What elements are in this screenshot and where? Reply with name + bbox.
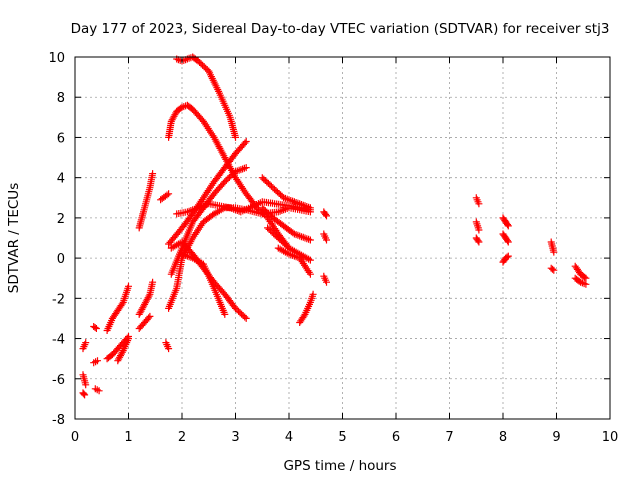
data-point (183, 252, 191, 260)
data-point (221, 310, 229, 318)
data-point (322, 211, 330, 218)
y-tick-label: -4 (52, 333, 65, 348)
data-point (242, 164, 250, 172)
data-point (504, 222, 512, 230)
data-point (323, 236, 330, 244)
data-point (306, 270, 314, 278)
data-point (183, 208, 191, 216)
data-point (146, 312, 154, 320)
data-point (125, 335, 132, 343)
x-tick-label: 2 (178, 430, 186, 445)
data-point (141, 300, 149, 308)
data-point (209, 132, 217, 140)
data-point (582, 274, 590, 282)
data-point (475, 200, 483, 208)
data-point (80, 390, 88, 398)
data-point (581, 273, 589, 281)
x-tick-label: 1 (124, 430, 132, 445)
data-point (118, 348, 126, 356)
x-tick-label: 7 (445, 430, 453, 445)
data-point (145, 292, 153, 300)
data-point (549, 265, 556, 273)
x-tick-label: 4 (285, 430, 293, 445)
data-point (177, 104, 185, 112)
data-point (306, 236, 314, 244)
chart-title: Day 177 of 2023, Sidereal Day-to-day VTE… (71, 21, 610, 37)
data-point (149, 170, 157, 178)
x-axis-label: GPS time / hours (283, 458, 396, 474)
y-tick-label: -2 (52, 292, 65, 307)
data-point (504, 252, 512, 260)
data-point (95, 387, 103, 395)
data-point (125, 282, 132, 290)
x-tick-label: 0 (71, 430, 79, 445)
y-tick-label: 6 (57, 131, 65, 146)
data-point (82, 339, 90, 347)
x-tick-label: 10 (602, 430, 619, 445)
data-point (575, 277, 583, 285)
data-point (323, 278, 330, 286)
data-point (118, 300, 126, 308)
y-tick-label: 8 (57, 91, 65, 106)
data-point (92, 325, 100, 332)
axis-ticks: 0 1 2 3 4 5 6 7 8 9 10 -8 -6 -4 -2 0 2 4 6 8 10 (48, 51, 618, 445)
y-tick-label: 0 (57, 252, 65, 267)
data-point (278, 207, 286, 214)
x-tick-label: 9 (552, 430, 560, 445)
data-point (232, 133, 239, 141)
data-point (149, 278, 157, 286)
data-point (163, 191, 171, 199)
data-point (145, 314, 153, 322)
grid-lines (75, 57, 610, 419)
data-point (242, 314, 250, 322)
data-point (81, 391, 89, 399)
data-points (79, 53, 590, 399)
y-tick-label: 4 (57, 172, 65, 187)
data-point (309, 290, 317, 298)
data-point (578, 279, 586, 287)
data-point (241, 313, 249, 321)
data-point (306, 256, 314, 264)
data-point (504, 237, 511, 245)
data-point (323, 212, 330, 220)
x-tick-label: 6 (392, 430, 400, 445)
data-point (299, 233, 307, 241)
y-tick-label: 10 (48, 51, 65, 66)
data-point (165, 190, 173, 198)
data-point (165, 345, 173, 353)
data-point (503, 253, 511, 261)
data-point (550, 248, 558, 256)
data-point (306, 204, 314, 212)
data-point (504, 221, 511, 229)
y-tick-label: -8 (52, 413, 65, 428)
data-point (290, 198, 298, 206)
y-tick-label: 2 (57, 212, 65, 227)
data-point (474, 237, 482, 245)
data-point (91, 324, 99, 331)
y-axis-label: SDTVAR / TECUs (6, 183, 22, 293)
data-point (504, 238, 512, 246)
data-point (550, 266, 558, 274)
data-point (140, 302, 148, 310)
x-tick-label: 8 (499, 430, 507, 445)
y-tick-label: -6 (52, 373, 65, 388)
x-tick-label: 5 (338, 430, 346, 445)
x-tick-label: 3 (231, 430, 239, 445)
data-point (582, 280, 590, 288)
data-point (475, 226, 483, 234)
data-point (82, 381, 90, 389)
data-point (94, 357, 101, 365)
data-point (241, 139, 249, 147)
data-point (242, 138, 250, 145)
data-point (290, 252, 298, 260)
data-point (300, 312, 308, 320)
data-point (475, 238, 483, 246)
